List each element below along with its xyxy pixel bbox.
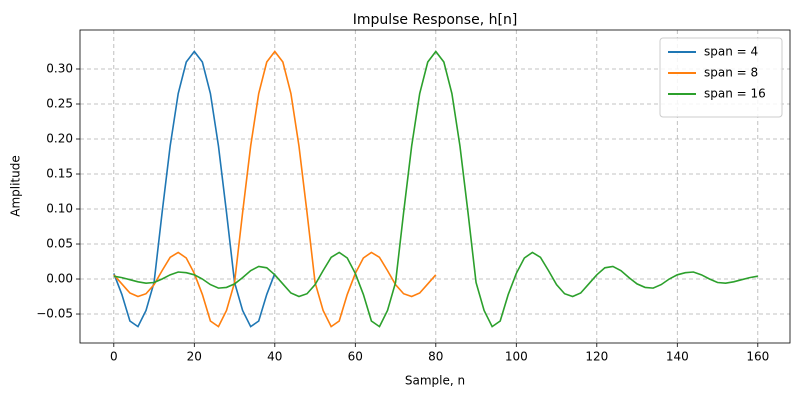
x-tick-label: 40 (267, 350, 282, 364)
line-series (113, 50, 758, 328)
legend-label: span = 4 (704, 45, 758, 59)
chart-title: Impulse Response, h[n] (353, 12, 518, 28)
y-tick-label: 0.25 (46, 96, 73, 110)
legend-label: span = 16 (704, 87, 766, 101)
legend: span = 4 span = 8 span = 16 (659, 37, 783, 118)
y-tick-label: 0.20 (46, 132, 73, 146)
x-tick-label: 120 (585, 350, 608, 364)
x-tick-label: 0 (110, 350, 118, 364)
line-series (113, 50, 437, 328)
legend-box (659, 37, 783, 118)
y-tick-label: 0.10 (46, 202, 73, 216)
line-series (113, 50, 276, 328)
y-tick-label: 0.15 (46, 167, 73, 181)
x-tick-label: 20 (187, 350, 202, 364)
x-tick-label: 160 (746, 350, 769, 364)
y-tick-label: 0.05 (46, 237, 73, 251)
x-tick-label: 60 (348, 350, 363, 364)
x-tick-label: 100 (505, 350, 528, 364)
y-tick-label: 0.00 (46, 272, 73, 286)
x-tick-label: 140 (666, 350, 689, 364)
x-tick-label: 80 (428, 350, 443, 364)
y-tick-label: 0.30 (46, 61, 73, 75)
legend-label: span = 8 (704, 66, 758, 80)
plot-frame (79, 29, 791, 344)
x-axis-label: Sample, n (405, 374, 465, 388)
y-axis-label: Amplitude (9, 155, 23, 217)
y-tick-label: −0.05 (36, 307, 73, 321)
